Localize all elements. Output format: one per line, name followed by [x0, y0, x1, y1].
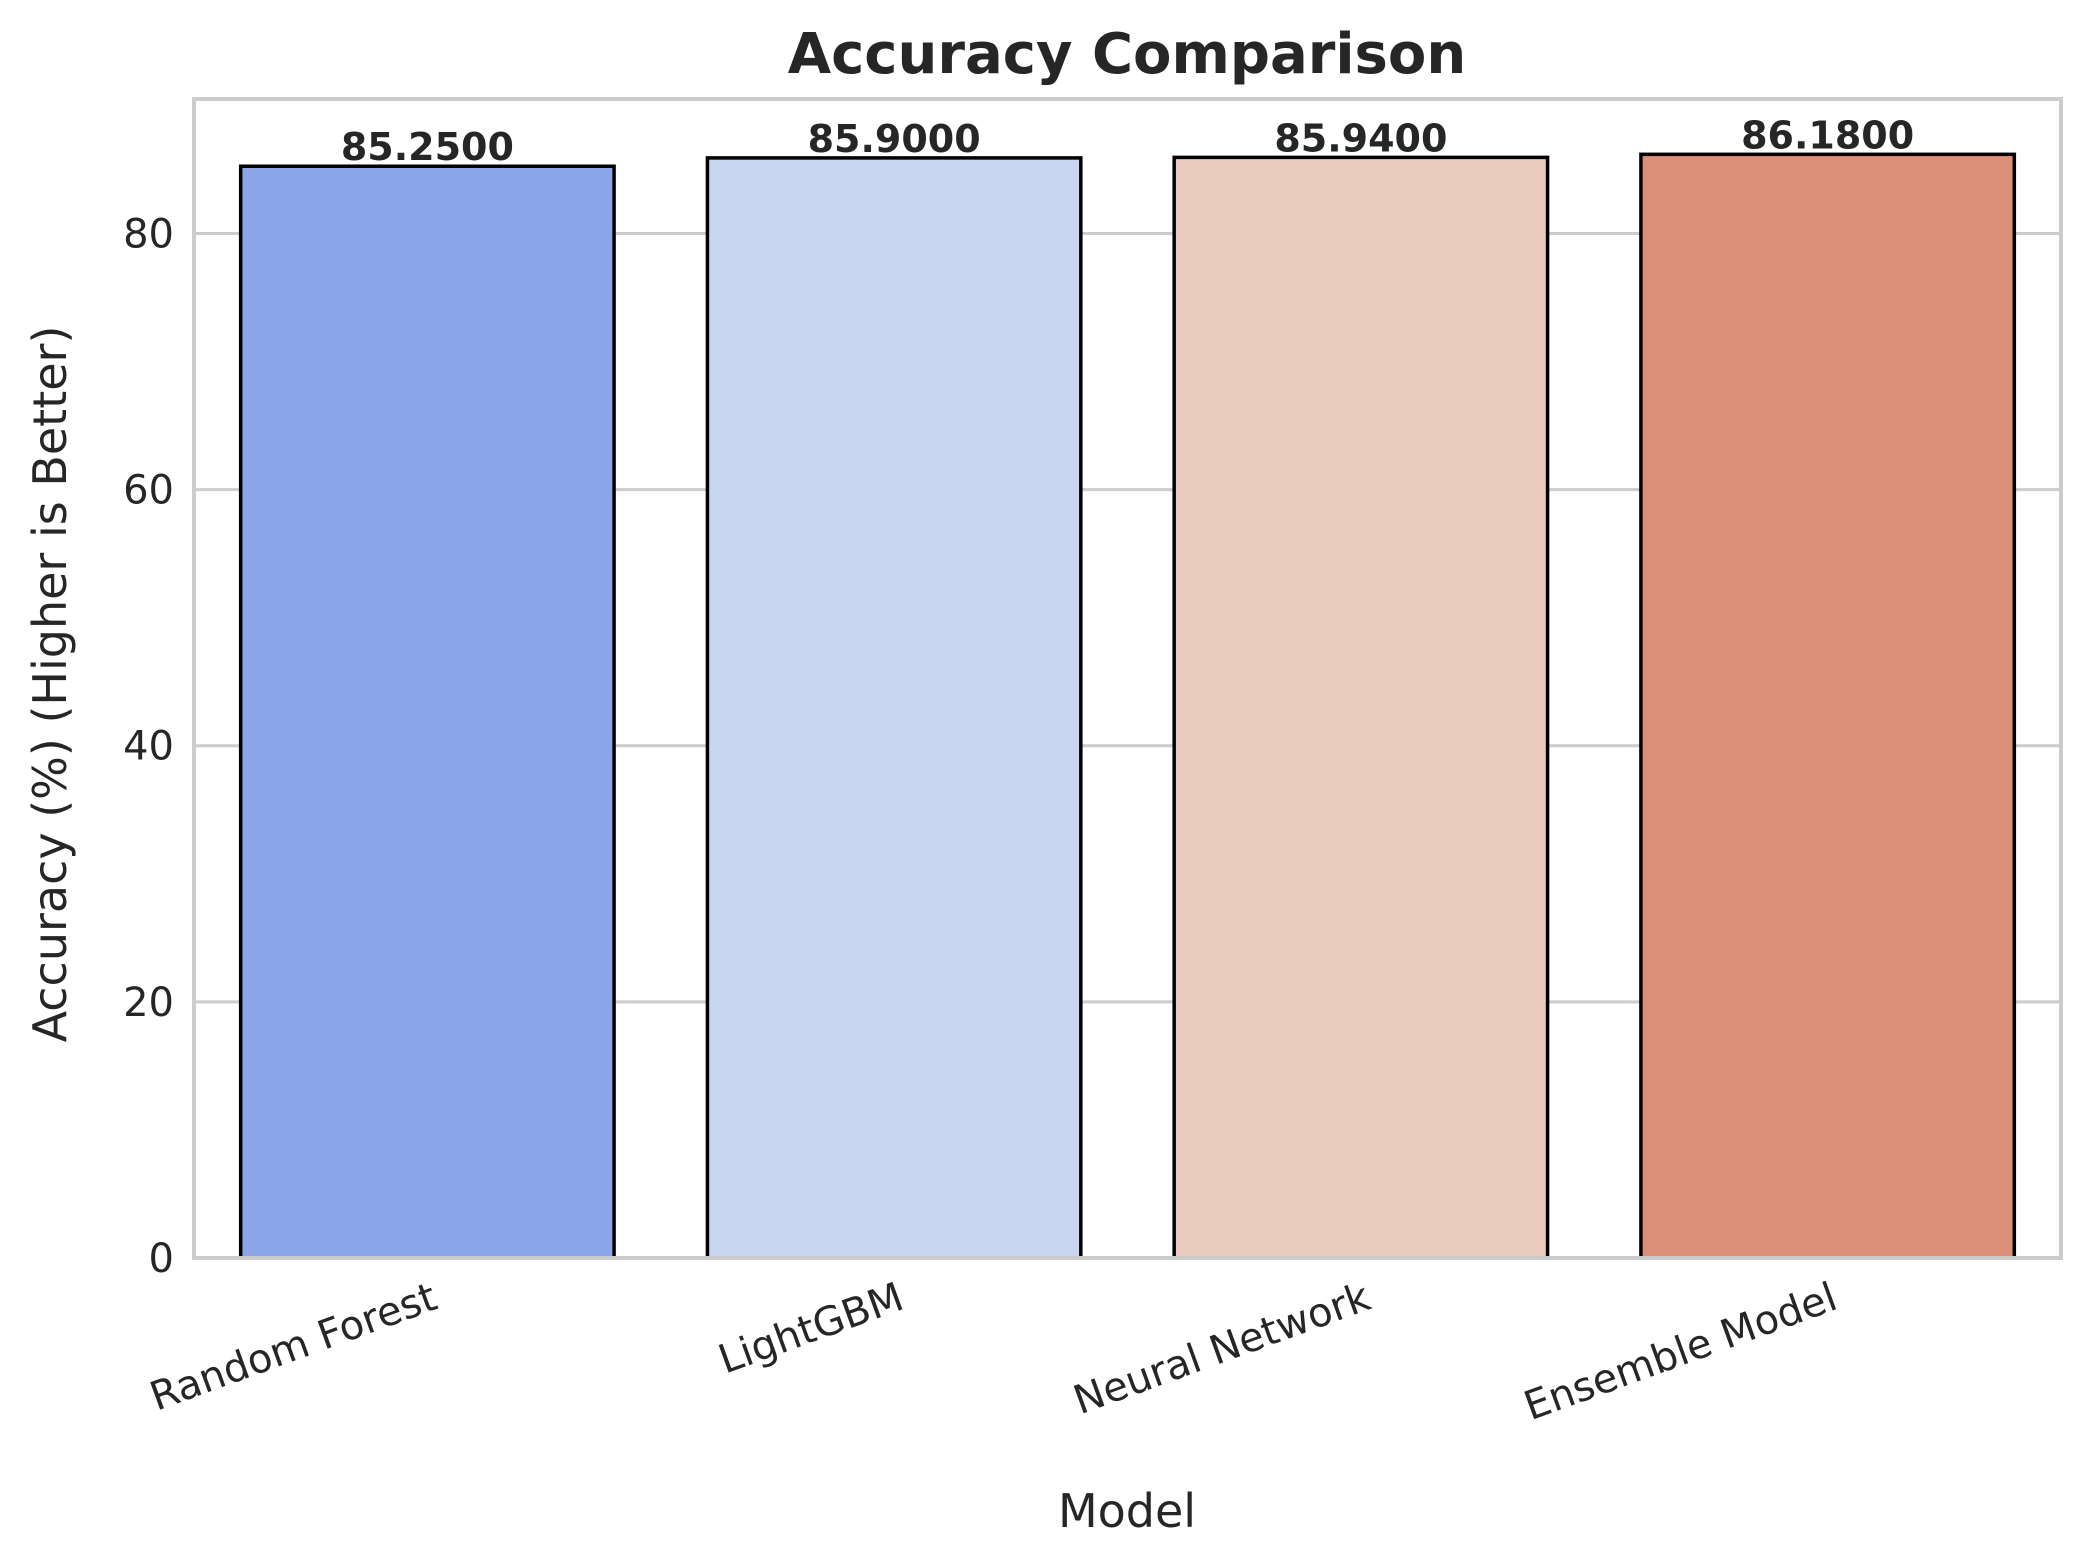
bar-value-label: 85.9400: [1274, 116, 1447, 160]
bar-value-label: 86.1800: [1741, 113, 1914, 157]
y-axis-label: Accuracy (%) (Higher is Better): [23, 326, 77, 1043]
x-tick-labels: Random Forest LightGBM Neural Network Ensem…: [144, 1274, 1843, 1430]
y-tick-label: 60: [123, 468, 174, 514]
x-tick-label: LightGBM: [713, 1274, 910, 1383]
bar-value-label: 85.2500: [341, 125, 514, 169]
x-tick-label: Random Forest: [144, 1274, 443, 1420]
bar: [241, 166, 614, 1258]
bar: [707, 158, 1080, 1258]
y-tick-label: 40: [123, 724, 174, 770]
x-axis-label: Model: [1058, 1484, 1196, 1538]
bar: [1174, 157, 1547, 1258]
x-tick-label: Ensemble Model: [1518, 1274, 1843, 1430]
y-tick-labels: 0 20 40 60 80: [123, 211, 174, 1282]
y-tick-label: 0: [149, 1236, 174, 1282]
bars: [241, 154, 2015, 1258]
y-tick-label: 20: [123, 980, 174, 1026]
x-tick-label: Neural Network: [1068, 1274, 1377, 1424]
y-tick-label: 80: [123, 211, 174, 257]
bar: [1641, 154, 2014, 1258]
bar-value-label: 85.9000: [808, 117, 981, 161]
chart-title: Accuracy Comparison: [788, 22, 1466, 87]
